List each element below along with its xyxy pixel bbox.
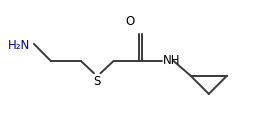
Text: H₂N: H₂N	[8, 39, 30, 52]
Text: NH: NH	[163, 55, 181, 67]
Text: O: O	[126, 15, 135, 28]
Text: S: S	[93, 75, 100, 88]
